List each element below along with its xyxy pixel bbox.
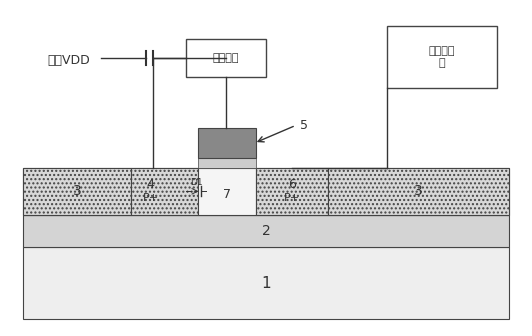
Text: 钳位电路: 钳位电路 — [213, 53, 239, 63]
Text: 5: 5 — [300, 119, 308, 132]
Text: D1: D1 — [190, 178, 203, 187]
Bar — [256, 168, 328, 215]
Bar — [131, 168, 198, 215]
Bar — [23, 215, 509, 247]
Text: 3: 3 — [72, 184, 81, 198]
Bar — [23, 168, 509, 215]
Text: 7: 7 — [223, 188, 231, 201]
Text: 2: 2 — [262, 224, 270, 238]
Bar — [198, 128, 256, 158]
Text: P+: P+ — [143, 193, 159, 203]
Bar — [328, 168, 509, 215]
Text: 4: 4 — [147, 178, 154, 191]
Text: 6: 6 — [288, 178, 296, 191]
Bar — [23, 247, 509, 319]
Bar — [387, 26, 497, 88]
Text: 输入压焊
点: 输入压焊 点 — [429, 46, 455, 68]
Text: 电源VDD: 电源VDD — [48, 54, 90, 68]
Text: 1: 1 — [261, 276, 271, 291]
Text: 3: 3 — [414, 184, 422, 198]
Text: P+: P+ — [284, 193, 300, 203]
Bar — [198, 158, 256, 168]
Bar — [198, 168, 256, 215]
Bar — [186, 39, 266, 77]
Bar — [23, 168, 131, 215]
